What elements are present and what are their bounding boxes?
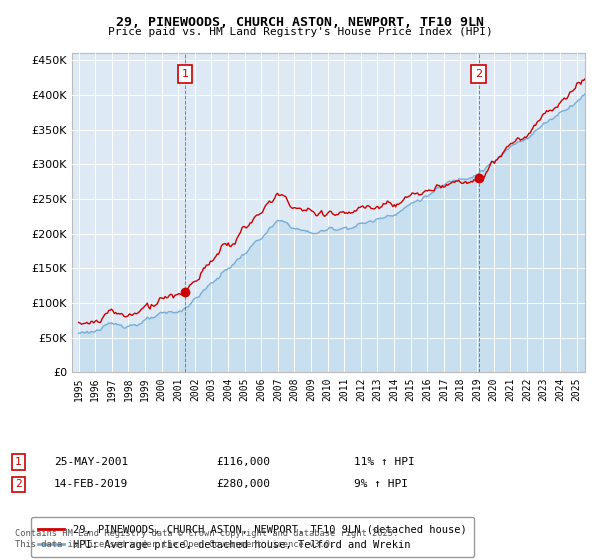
Text: Price paid vs. HM Land Registry's House Price Index (HPI): Price paid vs. HM Land Registry's House … <box>107 27 493 38</box>
Text: 25-MAY-2001: 25-MAY-2001 <box>54 457 128 467</box>
Text: 2: 2 <box>475 69 482 79</box>
Text: £280,000: £280,000 <box>216 479 270 489</box>
Text: 1: 1 <box>15 457 22 467</box>
Text: Contains HM Land Registry data © Crown copyright and database right 2025.
This d: Contains HM Land Registry data © Crown c… <box>15 529 398 549</box>
Text: 29, PINEWOODS, CHURCH ASTON, NEWPORT, TF10 9LN: 29, PINEWOODS, CHURCH ASTON, NEWPORT, TF… <box>116 16 484 29</box>
Text: 11% ↑ HPI: 11% ↑ HPI <box>354 457 415 467</box>
Text: £116,000: £116,000 <box>216 457 270 467</box>
Text: 1: 1 <box>181 69 188 79</box>
Legend: 29, PINEWOODS, CHURCH ASTON, NEWPORT, TF10 9LN (detached house), HPI: Average pr: 29, PINEWOODS, CHURCH ASTON, NEWPORT, TF… <box>31 517 474 557</box>
Text: 14-FEB-2019: 14-FEB-2019 <box>54 479 128 489</box>
Text: 2: 2 <box>15 479 22 489</box>
Text: 9% ↑ HPI: 9% ↑ HPI <box>354 479 408 489</box>
